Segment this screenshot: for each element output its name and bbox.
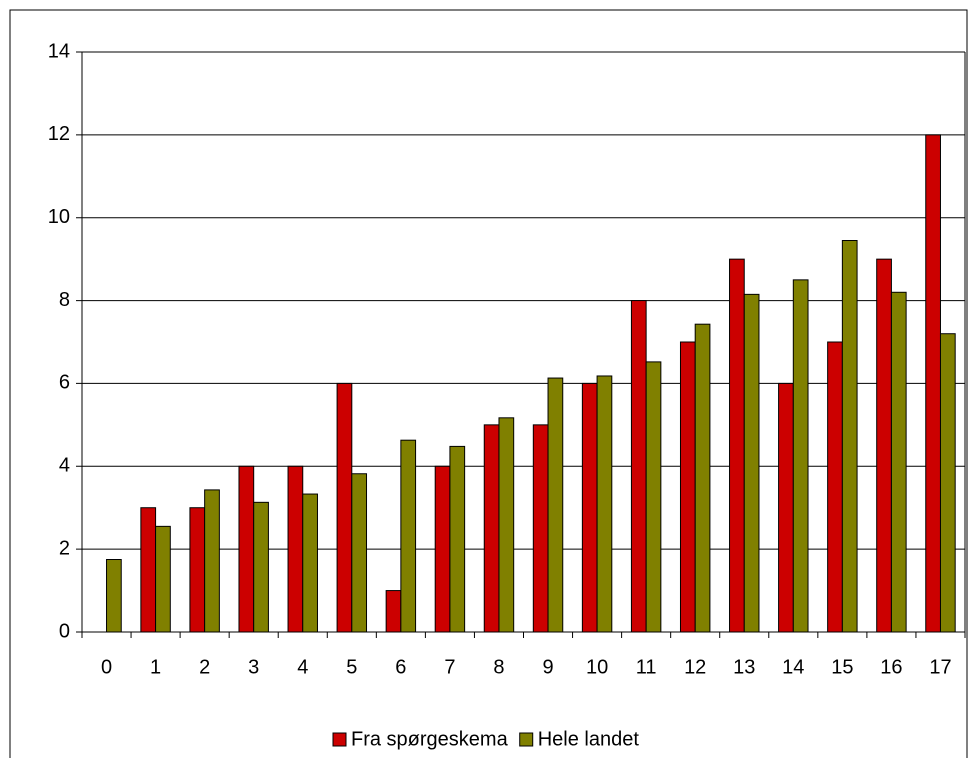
x-tick-label: 13 [733, 656, 755, 678]
bar [743, 293, 760, 633]
bar [596, 375, 613, 633]
x-tick-label: 3 [248, 656, 259, 678]
x-tick-label: 8 [493, 656, 504, 678]
y-tick-label: 14 [48, 40, 70, 62]
x-tick-label: 15 [831, 656, 853, 678]
x-tick-label: 1 [150, 656, 161, 678]
y-tick-label: 6 [59, 372, 70, 394]
bar [547, 377, 564, 633]
x-tick-label: 5 [346, 656, 357, 678]
bar [483, 424, 500, 633]
x-tick-label: 14 [782, 656, 804, 678]
bar [400, 439, 417, 633]
bar [890, 291, 907, 633]
x-tick-label: 12 [684, 656, 706, 678]
bar [238, 465, 255, 633]
bar [204, 489, 220, 633]
bar [302, 493, 318, 633]
y-tick-label: 4 [59, 455, 70, 477]
bar [532, 424, 549, 633]
bar [630, 300, 647, 633]
bar [679, 341, 696, 633]
bar [841, 240, 858, 633]
bar [155, 525, 171, 633]
x-tick-label: 10 [586, 656, 608, 678]
y-tick-label: 0 [59, 620, 70, 642]
bar [581, 382, 598, 633]
bar [434, 465, 451, 633]
x-tick-label: 2 [199, 656, 210, 678]
bar [792, 279, 809, 633]
y-tick-label: 2 [59, 537, 70, 559]
bar [253, 501, 269, 633]
bar [694, 323, 711, 633]
bar [287, 465, 304, 633]
x-tick-label: 11 [636, 656, 657, 678]
x-tick-label: 6 [395, 656, 406, 678]
legend-swatch [519, 732, 534, 747]
x-tick-label: 17 [929, 656, 951, 678]
bar [827, 341, 843, 633]
y-tick-label: 10 [48, 206, 70, 228]
chart-frame [9, 9, 968, 758]
legend-swatch [332, 732, 347, 747]
bar [106, 559, 122, 633]
bar [189, 507, 206, 633]
bar [449, 445, 466, 633]
bar [498, 417, 515, 633]
legend-label: Fra spørgeskema [351, 728, 509, 750]
x-tick-label: 16 [880, 656, 902, 678]
bar [939, 333, 956, 633]
bar [336, 382, 353, 633]
y-tick-label: 8 [59, 289, 70, 311]
bar [351, 473, 368, 633]
y-tick-label: 12 [48, 123, 70, 145]
bar [645, 361, 662, 633]
bar [729, 258, 745, 633]
bar [876, 258, 892, 633]
bar [140, 507, 157, 633]
x-tick-label: 9 [542, 656, 553, 678]
bar [925, 134, 941, 633]
x-tick-label: 4 [297, 656, 308, 678]
bar [778, 382, 794, 633]
bar [385, 590, 402, 633]
x-tick-label: 0 [101, 656, 112, 678]
legend-label: Hele landet [538, 728, 640, 750]
x-tick-label: 7 [444, 656, 455, 678]
